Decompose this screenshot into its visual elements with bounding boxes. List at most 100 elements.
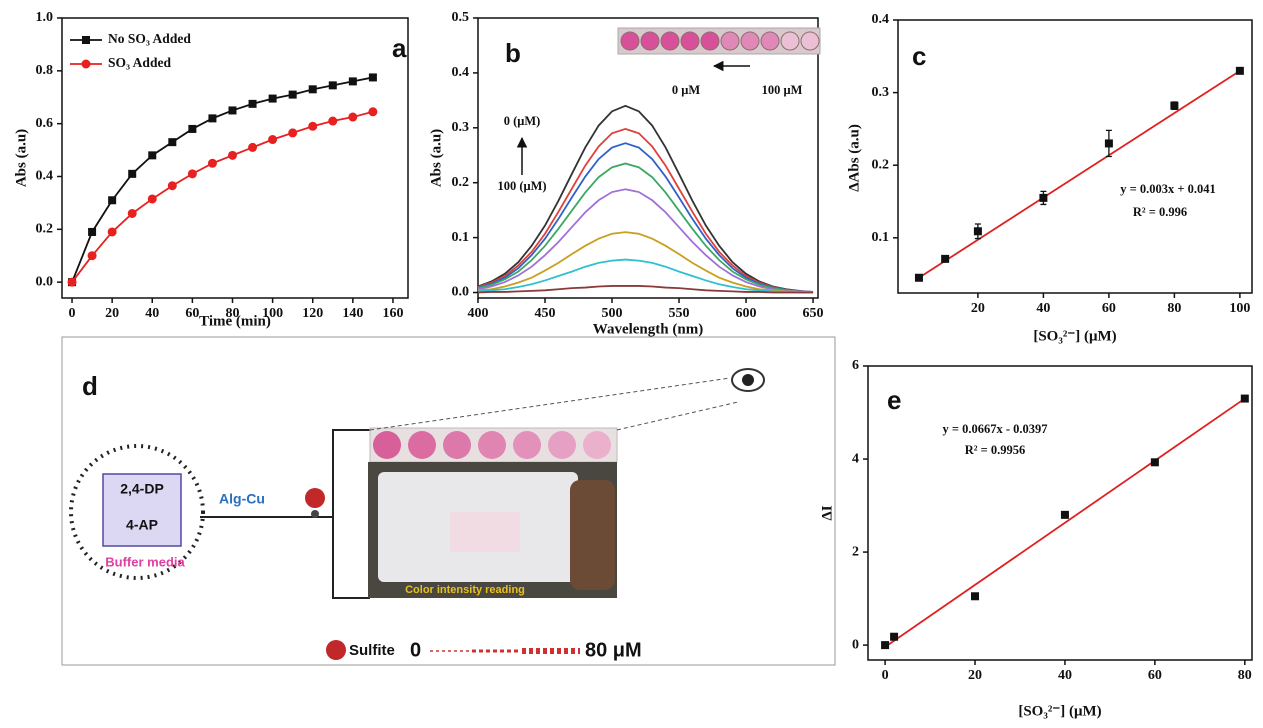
- sight-line: [616, 401, 739, 431]
- x-tick-label: 100: [262, 306, 283, 321]
- y-tick-label: 0.0: [452, 285, 470, 300]
- x-tick-label: 140: [342, 306, 363, 321]
- fit-line: [884, 397, 1246, 648]
- panel-label: d: [82, 371, 98, 401]
- data-point: [348, 77, 357, 86]
- reagent-label: 2,4-DP: [120, 481, 164, 497]
- x-tick-label: 20: [971, 301, 985, 316]
- wells: [373, 431, 611, 459]
- y-tick-label: 0.2: [872, 157, 890, 172]
- series-line: [477, 285, 814, 294]
- x-tick-label: 60: [1148, 668, 1162, 683]
- data-point: [88, 227, 97, 236]
- data-point: [268, 135, 278, 145]
- x-tick-label: 40: [1036, 301, 1050, 316]
- data-point: [248, 142, 258, 152]
- data-point: [108, 196, 117, 205]
- analyte-label: Sulfite: [349, 642, 395, 659]
- data-point: [1104, 139, 1113, 148]
- legend-label: No SO₃ Added: [108, 31, 191, 46]
- data-point: [67, 277, 77, 287]
- chart: 0 20 40 60 80 100 120 140 160 0.0 0.2 0.4 0.6 0.8 1.0 T…: [13, 10, 409, 329]
- x-tick-label: 40: [145, 306, 159, 321]
- data-point: [881, 641, 890, 650]
- data-point: [941, 254, 950, 263]
- data-point: [148, 151, 157, 160]
- plot-frame: [867, 365, 1253, 661]
- y-tick-label: 0.8: [36, 63, 54, 78]
- y-tick-label: 0.1: [872, 230, 890, 245]
- x-tick-label: 450: [535, 306, 556, 321]
- data-point: [208, 114, 217, 123]
- data-point: [168, 138, 177, 147]
- series-line: [477, 104, 814, 293]
- annotation: 0 μM: [672, 83, 700, 97]
- data-point: [127, 208, 137, 218]
- x-tick-label: 40: [1058, 668, 1072, 683]
- panel-frame: [61, 336, 836, 666]
- x-tick-label: 60: [1102, 301, 1116, 316]
- x-tick-label: 0: [69, 306, 76, 321]
- x-tick-label: 80: [1238, 668, 1252, 683]
- y-tick-label: 0.2: [36, 222, 54, 237]
- x-tick-label: 400: [468, 306, 489, 321]
- x-tick-label: 160: [382, 306, 403, 321]
- x-tick-label: 120: [302, 306, 323, 321]
- panel-label: c: [912, 41, 926, 71]
- y-tick-label: 0.0: [36, 274, 54, 289]
- data-point: [328, 116, 338, 126]
- reagent-label: 4-AP: [126, 517, 158, 533]
- annotation: R² = 0.996: [1133, 205, 1187, 219]
- data-point: [188, 124, 197, 133]
- annotation: 0 (μM): [504, 114, 541, 128]
- y-tick-label: 0.6: [36, 116, 54, 131]
- inset-well: [680, 31, 700, 51]
- inset-well: [760, 31, 780, 51]
- plot-frame: [477, 17, 819, 299]
- x-tick-label: 80: [225, 306, 239, 321]
- data-point: [248, 99, 257, 108]
- chart: 20 40 60 80 100 0.1 0.2 0.3 0.4 [SO₃²⁻] (μM) ΔAbs …: [846, 12, 1253, 344]
- data-point: [1150, 458, 1159, 467]
- medium-label: Buffer media: [105, 554, 185, 569]
- panel-label: a: [392, 33, 407, 63]
- range-end: 80 μM: [585, 639, 642, 661]
- x-tick-label: 500: [602, 306, 623, 321]
- data-point: [308, 121, 318, 131]
- screen-plate: [450, 512, 520, 552]
- x-tick-label: 60: [185, 306, 199, 321]
- y-tick-label: 0.4: [36, 169, 54, 184]
- x-tick-label: 550: [669, 306, 690, 321]
- data-point: [308, 85, 317, 94]
- x-axis-label: Wavelength (nm): [593, 321, 703, 337]
- data-point: [1039, 193, 1048, 202]
- hand: [570, 480, 615, 590]
- series-line: [477, 142, 814, 293]
- inset-well: [780, 31, 800, 51]
- y-tick-label: 0.2: [452, 175, 470, 190]
- fit-line: [918, 70, 1241, 279]
- inset-well: [620, 31, 640, 51]
- series-line: [71, 76, 374, 283]
- annotation: y = 0.0667x - 0.0397: [942, 422, 1047, 436]
- y-axis-label: ΔAbs (a.u): [846, 124, 862, 192]
- y-tick-label: 0.3: [452, 120, 470, 135]
- legend-marker: [81, 59, 91, 69]
- y-tick-label: 1.0: [36, 10, 54, 25]
- x-tick-label: 0: [882, 668, 889, 683]
- series-line: [71, 110, 374, 283]
- data-point: [107, 227, 117, 237]
- data-point: [207, 158, 217, 168]
- inset-well: [800, 31, 820, 51]
- legend-marker: [82, 36, 90, 44]
- data-point: [147, 194, 157, 204]
- series-line: [477, 231, 814, 294]
- data-point: [268, 94, 277, 103]
- series-line: [477, 188, 814, 293]
- annotation: 100 μM: [762, 83, 803, 97]
- data-point: [973, 227, 982, 236]
- data-point: [187, 169, 197, 179]
- reagent-box: [102, 473, 182, 547]
- x-tick-label: 600: [736, 306, 757, 321]
